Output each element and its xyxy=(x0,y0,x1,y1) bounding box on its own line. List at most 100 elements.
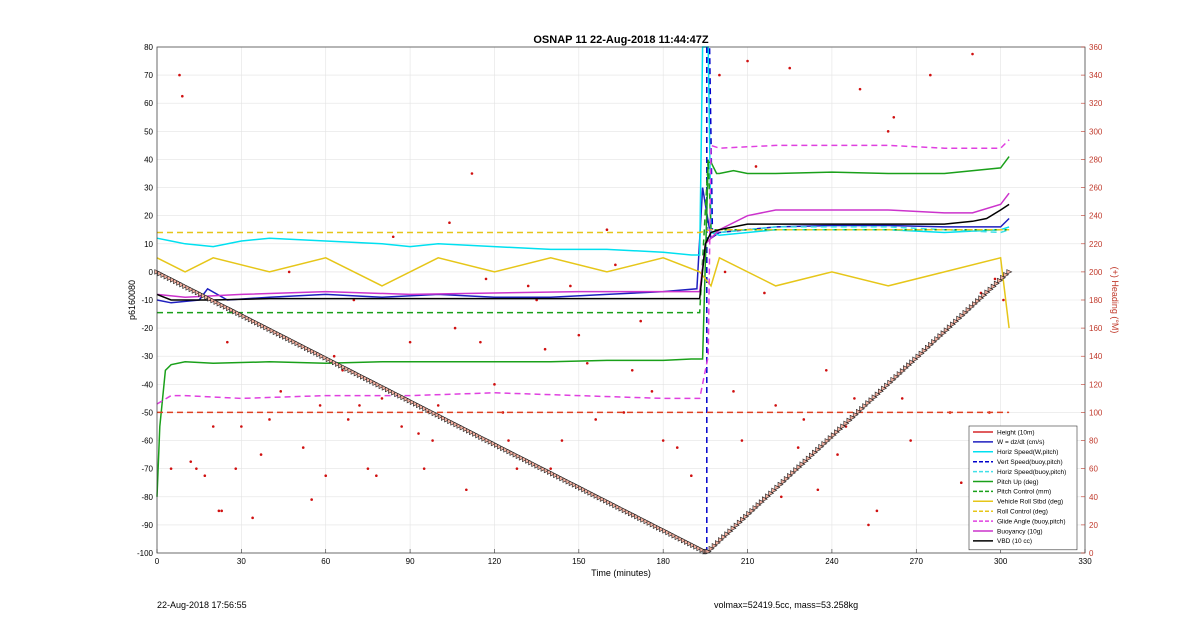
heading-point xyxy=(493,383,496,386)
depth-marker xyxy=(550,470,557,477)
depth-marker xyxy=(868,397,875,403)
heading-point xyxy=(585,361,589,365)
x-tick-label: 90 xyxy=(406,557,415,566)
depth-marker xyxy=(677,536,684,542)
heading-point xyxy=(436,404,440,407)
heading-point xyxy=(358,404,361,407)
depth-marker xyxy=(699,547,706,553)
legend-label: Vert Speed(buoy,pitch) xyxy=(997,459,1063,466)
depth-marker xyxy=(543,467,550,474)
depth-marker xyxy=(500,445,507,452)
x-tick-label: 300 xyxy=(994,557,1008,566)
depth-marker xyxy=(978,295,985,301)
depth-marker xyxy=(584,488,591,494)
depth-marker xyxy=(596,494,603,501)
depth-marker xyxy=(975,298,982,304)
heading-point xyxy=(332,354,336,358)
heading-point xyxy=(909,439,912,442)
heading-point xyxy=(788,66,792,70)
depth-marker xyxy=(634,513,641,520)
legend-label: Horiz Speed(buoy,pitch) xyxy=(997,469,1066,476)
heading-point xyxy=(484,277,488,281)
heading-point xyxy=(971,52,974,56)
depth-marker xyxy=(213,299,220,305)
y-right-tick-label: 240 xyxy=(1089,212,1103,221)
legend: Height (10m) W = dz/dt (cm/s) Horiz Speed(… xyxy=(968,425,1078,551)
depth-marker xyxy=(1003,272,1010,278)
heading-point xyxy=(929,73,932,77)
depth-marker xyxy=(313,350,320,356)
depth-marker xyxy=(194,289,201,296)
legend-label: W = dz/dt (cm/s) xyxy=(997,439,1045,446)
series-line-9 xyxy=(156,139,1010,405)
depth-marker xyxy=(612,502,619,509)
depth-marker xyxy=(721,534,728,540)
heading-point xyxy=(287,270,291,274)
depth-marker xyxy=(487,439,494,445)
heading-point xyxy=(802,418,806,421)
y-tick-label: 40 xyxy=(144,155,153,164)
depth-marker xyxy=(690,542,697,548)
depth-marker xyxy=(609,501,616,507)
depth-marker xyxy=(176,280,183,286)
heading-point xyxy=(622,411,626,414)
depth-marker xyxy=(987,286,994,293)
depth-marker xyxy=(254,319,261,326)
depth-marker xyxy=(419,404,426,410)
heading-point xyxy=(259,453,263,456)
depth-marker xyxy=(780,478,787,485)
depth-marker xyxy=(568,480,575,487)
depth-marker xyxy=(378,383,385,390)
depth-marker xyxy=(662,528,669,534)
depth-marker xyxy=(409,399,416,405)
depth-marker xyxy=(188,286,195,293)
heading-point xyxy=(380,397,384,400)
depth-marker xyxy=(319,353,326,359)
depth-marker xyxy=(587,490,594,496)
x-tick-label: 330 xyxy=(1078,557,1092,566)
depth-marker xyxy=(185,285,192,291)
depth-marker xyxy=(518,455,525,461)
heading-point xyxy=(366,467,370,470)
depth-marker xyxy=(297,342,304,348)
depth-marker xyxy=(391,389,398,396)
depth-marker xyxy=(749,508,756,514)
depth-marker xyxy=(481,436,488,442)
heading-point xyxy=(195,467,198,470)
heading-point xyxy=(816,488,820,492)
depth-marker xyxy=(730,525,737,532)
depth-marker xyxy=(671,532,678,539)
depth-marker xyxy=(182,283,189,289)
x-axis-label: Time (minutes) xyxy=(591,568,651,578)
depth-marker xyxy=(275,331,282,337)
heading-point xyxy=(796,446,800,449)
heading-point xyxy=(1002,298,1005,302)
heading-point xyxy=(886,130,890,133)
depth-marker xyxy=(469,429,476,436)
heading-point xyxy=(301,446,305,449)
heading-point xyxy=(718,73,721,77)
depth-marker xyxy=(659,526,666,533)
heading-point xyxy=(853,397,856,400)
depth-marker xyxy=(375,381,382,388)
y-tick-label: 80 xyxy=(144,43,153,52)
depth-marker xyxy=(950,321,957,328)
heading-point xyxy=(408,340,412,344)
heading-point xyxy=(594,418,597,421)
depth-marker xyxy=(956,315,963,322)
heading-point xyxy=(959,481,963,485)
depth-marker xyxy=(173,278,180,285)
y-right-tick-label: 140 xyxy=(1089,352,1103,361)
depth-marker xyxy=(990,283,997,290)
depth-marker xyxy=(590,491,597,498)
depth-marker xyxy=(350,369,357,375)
depth-marker xyxy=(279,332,285,339)
depth-marker xyxy=(328,358,335,364)
depth-marker xyxy=(157,270,164,277)
depth-marker xyxy=(372,380,379,386)
depth-marker xyxy=(881,385,888,392)
depth-marker xyxy=(937,333,944,339)
depth-marker xyxy=(830,432,837,438)
depth-marker xyxy=(965,307,972,313)
depth-marker xyxy=(497,443,504,450)
